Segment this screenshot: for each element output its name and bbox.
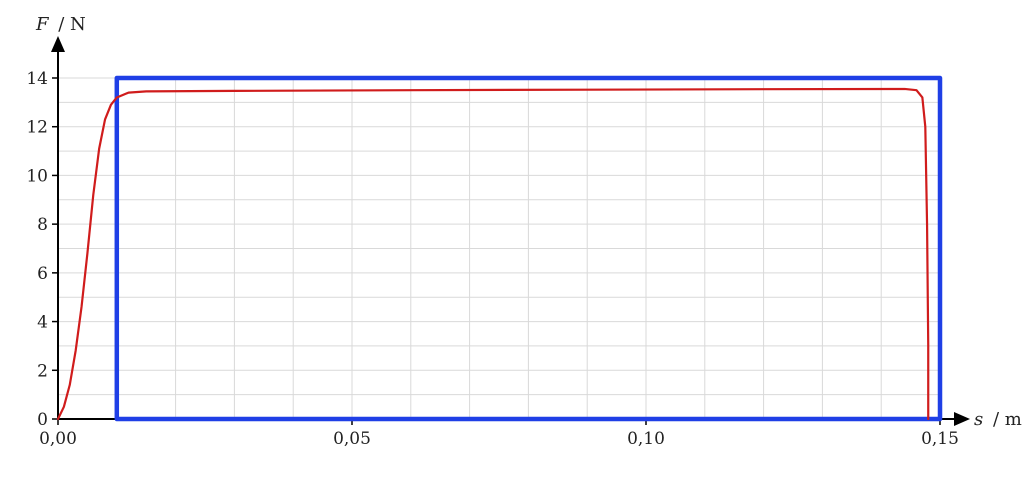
y-axis-symbol: F	[35, 14, 50, 35]
chart-axes	[51, 36, 970, 426]
y-tick-label: 4	[37, 313, 48, 333]
chart-ticks: 0 2 4 6 8 10 12 14 0,00 0,05 0,10 0,15	[26, 69, 959, 449]
y-tick-label: 0	[37, 410, 48, 430]
y-tick-label: 6	[37, 264, 48, 284]
x-axis-arrow	[954, 412, 970, 426]
x-tick-label: 0,00	[39, 429, 77, 449]
y-tick-label: 14	[26, 69, 48, 89]
y-axis-label: F / N	[35, 14, 86, 35]
y-tick-label: 2	[37, 361, 48, 381]
x-axis-label: s / m	[974, 409, 1022, 430]
series-line-blue	[114, 75, 943, 422]
series-line-red	[56, 87, 930, 421]
x-tick-label: 0,10	[627, 429, 665, 449]
y-axis-arrow	[51, 36, 65, 52]
x-axis-unit: / m	[993, 409, 1022, 430]
chart-grid	[58, 77, 941, 419]
x-tick-label: 0,05	[333, 429, 371, 449]
y-tick-label: 8	[37, 215, 48, 235]
y-tick-label: 12	[26, 118, 48, 138]
chart-series	[56, 75, 943, 422]
y-tick-label: 10	[26, 166, 48, 186]
y-axis-unit: / N	[58, 14, 86, 35]
x-tick-label: 0,15	[921, 429, 959, 449]
x-axis-symbol: s	[974, 409, 983, 430]
